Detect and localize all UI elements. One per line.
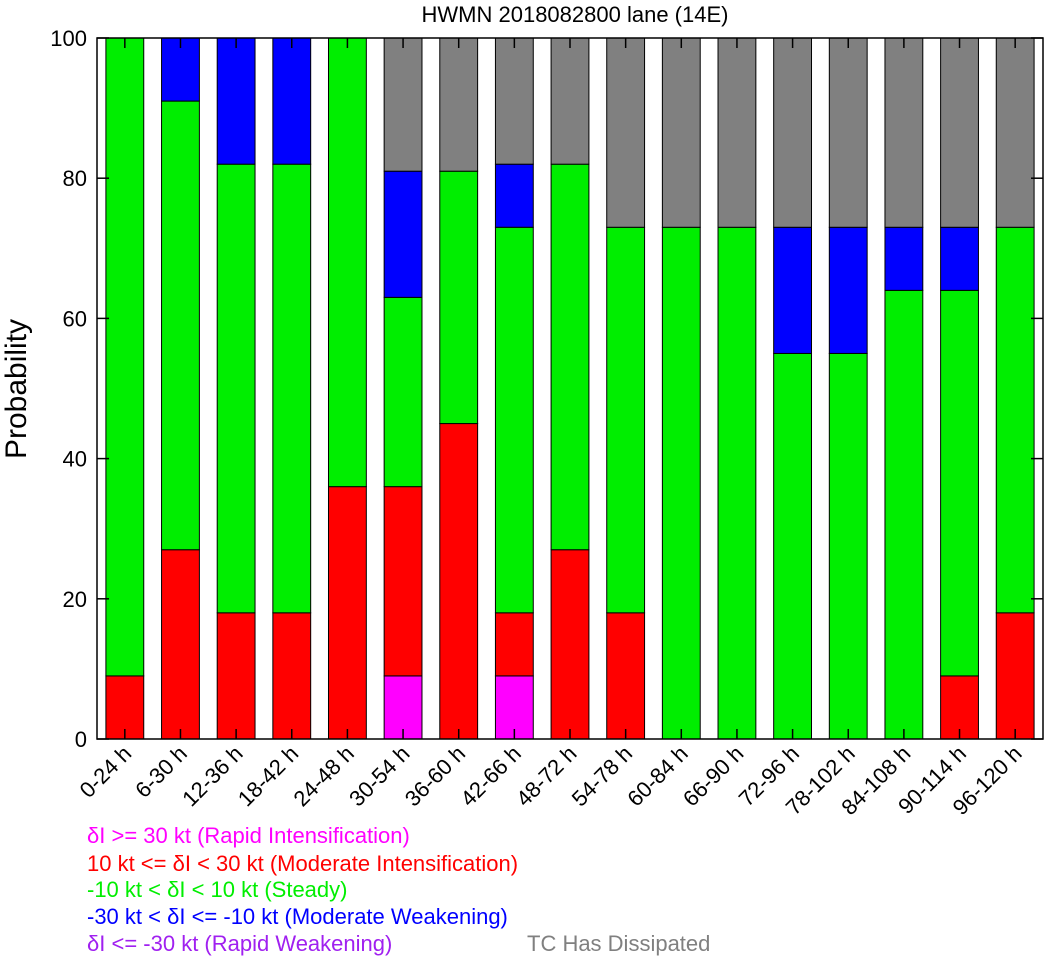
y-tick-label: 80 [63,166,87,191]
bar-segment [940,226,979,291]
x-tick-label: 12-36 h [177,741,247,811]
x-tick-label: 42-66 h [455,741,525,811]
bar-segment [494,675,534,740]
legend: δI >= 30 kt (Rapid Intensification) 10 kt… [87,823,710,956]
bar-segment [661,226,701,740]
bar-segment [327,37,367,488]
bar-segment [161,549,200,740]
y-axis-label: Probability [0,319,33,459]
bar-segment [439,423,479,740]
bar-segment [550,37,590,165]
bar-segment [383,486,423,677]
ticks-layer: 0 20 40 60 80 100 [50,26,1043,752]
bar-segment [383,296,423,488]
legend-item: -30 kt < δI <= -10 kt (Moderate Weakenin… [87,904,508,929]
bar-segment [717,37,757,228]
bar-segment [327,486,367,740]
bar-segment [606,226,646,614]
chart-title: HWMN 2018082800 lane (14E) [422,2,729,27]
legend-item: TC Has Dissipated [527,931,710,956]
x-tick-label: 60-84 h [622,741,692,811]
bar-segment [494,226,534,614]
bar-segment [828,226,868,354]
bar-segment [717,226,757,740]
bar-segment [161,37,200,102]
x-tick-label: 30-54 h [344,741,414,811]
bar-segment [105,675,145,740]
x-tick-label: 54-78 h [567,741,637,811]
bar-segment [216,37,256,165]
bar-segment [494,37,534,165]
bar-segment [661,37,701,228]
bar-segment [995,226,1035,614]
legend-item: 10 kt <= δI < 30 kt (Moderate Intensific… [87,851,518,876]
x-tick-label: 48-72 h [511,741,581,811]
bar-segment [828,37,868,228]
bar-segment [940,37,979,228]
bar-segment [216,163,256,614]
x-tick-label: 24-48 h [289,741,359,811]
bar-segment [884,289,924,740]
bar-segment [272,37,312,165]
y-tick-label: 0 [75,727,87,752]
bar-segment [105,37,145,677]
bar-segment [494,163,534,228]
bar-segment [272,163,312,614]
bar-segment [828,352,868,740]
x-tick-label: 18-42 h [233,741,303,811]
bar-segment [884,37,924,228]
bar-segment [995,37,1035,228]
y-tick-label: 40 [63,447,87,472]
bar-segment [383,170,423,298]
legend-item: δI >= 30 kt (Rapid Intensification) [87,823,410,848]
bar-segment [439,170,479,425]
bar-segment [606,37,646,228]
bar-segment [161,100,200,551]
y-tick-label: 60 [63,306,87,331]
bar-segment [773,37,813,228]
bar-segment [773,226,813,354]
bar-segment [216,612,256,740]
bar-segment [272,612,312,740]
x-tick-label: 66-90 h [678,741,748,811]
bar-segment [494,612,534,677]
y-tick-label: 100 [50,26,87,51]
y-tick-label: 20 [63,587,87,612]
bar-segment [940,289,979,677]
bars-layer [105,37,1035,740]
bar-segment [606,612,646,740]
legend-item: -10 kt < δI < 10 kt (Steady) [87,877,347,902]
bar-segment [884,226,924,291]
bar-segment [773,352,813,740]
x-tick-label: 36-60 h [400,741,470,811]
bar-segment [439,37,479,172]
legend-item: δI <= -30 kt (Rapid Weakening) [87,931,392,956]
bar-segment [995,612,1035,740]
bar-segment [383,37,423,172]
bar-segment [550,549,590,740]
bar-segment [550,163,590,551]
